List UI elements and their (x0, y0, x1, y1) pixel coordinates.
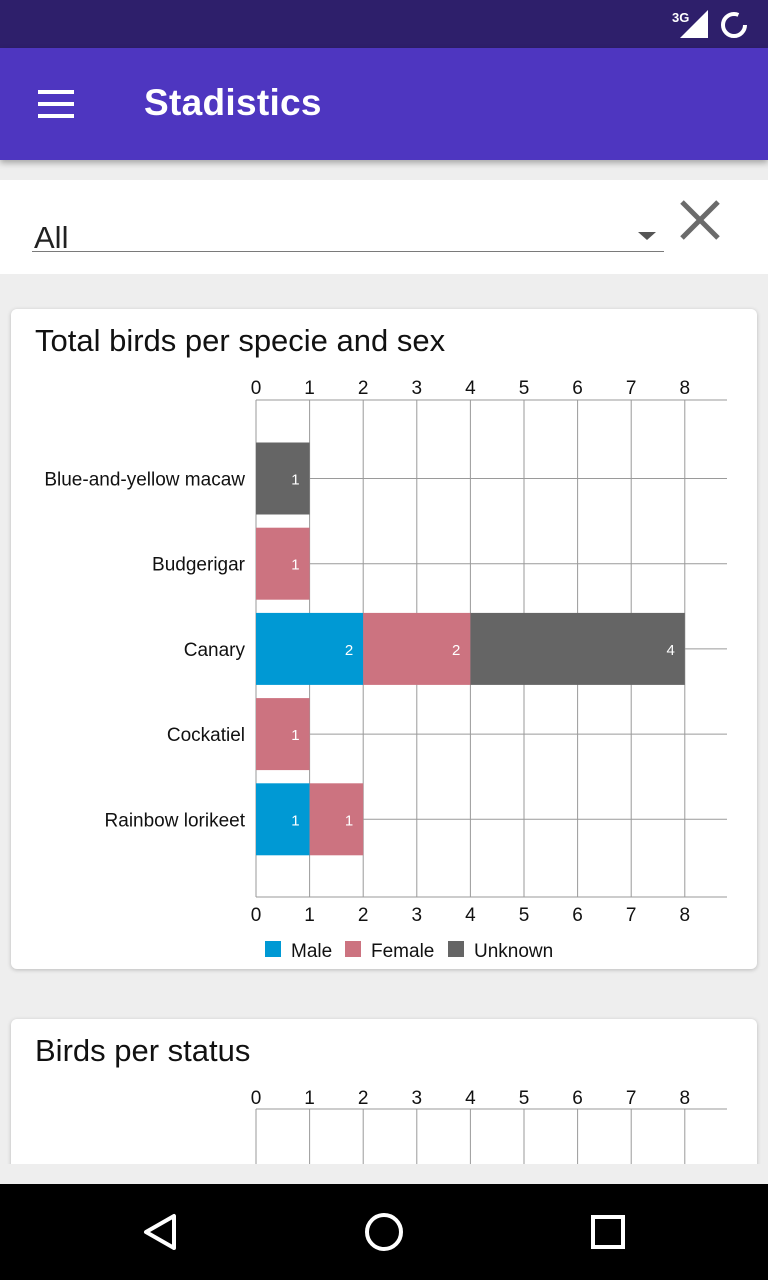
chart-card-status: Birds per status 0 1 2 3 4 5 6 7 8 (11, 1019, 757, 1179)
page-title: Stadistics (144, 82, 322, 123)
x-tick-label-bottom: 4 (465, 905, 476, 926)
close-icon[interactable] (676, 196, 724, 244)
menu-icon[interactable] (36, 88, 76, 120)
legend-swatch-male (265, 941, 281, 957)
navigation-bar (0, 1184, 768, 1280)
x-tick-label-bottom: 2 (358, 905, 369, 926)
legend-swatch-female (345, 941, 361, 957)
bar-value-label: 1 (291, 472, 299, 489)
x-tick-label-top: 4 (465, 378, 476, 399)
bar-value-label: 2 (452, 642, 460, 659)
x-tick-label-top: 3 (412, 378, 423, 399)
bar-male (256, 783, 310, 856)
x-tick-label-top: 7 (626, 1088, 637, 1109)
x-tick-label-top: 8 (680, 1088, 691, 1109)
chart-title: Total birds per specie and sex (35, 323, 446, 358)
x-tick-label-top: 2 (358, 1088, 369, 1109)
filter-panel: All (0, 180, 768, 274)
bar-value-label: 4 (666, 642, 674, 659)
x-tick-label-top: 1 (304, 378, 315, 399)
x-tick-label-bottom: 1 (304, 905, 315, 926)
species-sex-chart: 0 0 1 1 2 2 3 3 4 4 5 5 6 6 7 7 8 8 Blue-and-yellow macaw 1… (44, 378, 727, 962)
bar-value-label: 1 (345, 812, 353, 829)
x-tick-label-bottom: 6 (572, 905, 583, 926)
status-chart: 0 1 2 3 4 5 6 7 8 (251, 1088, 727, 1179)
filter-selected-value: All (34, 220, 69, 255)
bar-value-label: 1 (291, 557, 299, 574)
signal-icon (680, 10, 708, 38)
bar-value-label: 1 (291, 727, 299, 744)
chart-title: Birds per status (35, 1033, 251, 1068)
x-tick-label-top: 6 (572, 378, 583, 399)
chart-card-species-sex: Total birds per specie and sex 0 0 1 1 2 2 3 3 4… (11, 309, 757, 969)
x-tick-label-top: 4 (465, 1088, 476, 1109)
category-label: Cockatiel (167, 725, 245, 746)
x-tick-label-bottom: 8 (680, 905, 691, 926)
x-tick-label-bottom: 0 (251, 905, 262, 926)
bar-male (256, 612, 364, 685)
legend-label: Female (371, 941, 434, 962)
x-tick-label-top: 5 (519, 378, 530, 399)
x-tick-label-top: 0 (251, 378, 262, 399)
x-tick-label-top: 0 (251, 1088, 262, 1109)
bar-female (256, 527, 310, 600)
bar-unknown (256, 442, 310, 515)
bar-unknown (470, 612, 685, 685)
x-tick-label-top: 6 (572, 1088, 583, 1109)
bar-value-label: 1 (291, 812, 299, 829)
dropdown-arrow-icon (638, 232, 656, 240)
x-tick-label-top: 1 (304, 1088, 315, 1109)
back-icon[interactable] (136, 1208, 184, 1256)
sync-icon (721, 12, 747, 38)
home-icon[interactable] (360, 1208, 408, 1256)
recents-icon[interactable] (584, 1208, 632, 1256)
x-tick-label-bottom: 5 (519, 905, 530, 926)
category-label: Rainbow lorikeet (105, 810, 246, 831)
x-tick-label-top: 3 (412, 1088, 423, 1109)
x-tick-label-bottom: 7 (626, 905, 637, 926)
x-tick-label-top: 2 (358, 378, 369, 399)
category-label: Budgerigar (152, 555, 246, 576)
bar-value-label: 2 (345, 642, 353, 659)
x-tick-label-top: 8 (680, 378, 691, 399)
bar-female (363, 612, 471, 685)
x-tick-label-top: 7 (626, 378, 637, 399)
bar-female (309, 783, 364, 856)
x-tick-label-top: 5 (519, 1088, 530, 1109)
legend-label: Unknown (474, 941, 553, 962)
bar-female (256, 698, 310, 771)
app-bar: Stadistics (0, 48, 768, 160)
legend-swatch-unknown (448, 941, 464, 957)
category-label: Canary (184, 640, 246, 661)
network-type: 3G (672, 10, 690, 25)
category-label: Blue-and-yellow macaw (44, 470, 245, 491)
status-bar: 3G (0, 0, 768, 48)
species-filter-select[interactable]: All (32, 194, 664, 255)
legend-label: Male (291, 941, 332, 962)
x-tick-label-bottom: 3 (412, 905, 423, 926)
